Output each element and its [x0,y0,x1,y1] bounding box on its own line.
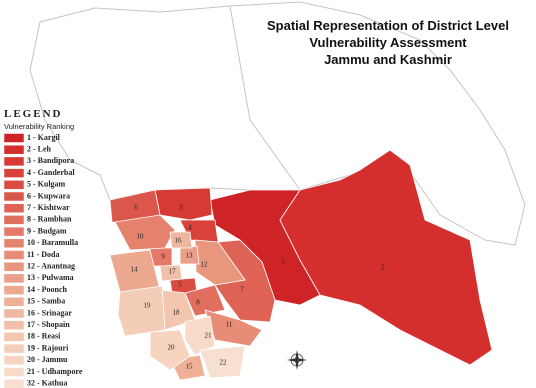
legend-label: 9 - Budgam [27,226,67,235]
district-label: 13 [186,252,194,260]
district [159,264,183,282]
legend-swatch [3,215,25,225]
district-label: 2 [381,264,385,272]
districts [109,149,493,381]
legend-label: 17 - Shopain [27,320,70,329]
district-label: 11 [226,321,233,329]
territory-outline [29,1,526,246]
legend-swatch [3,285,25,295]
legend-swatch [3,355,25,366]
legend-swatch [3,133,25,143]
district-label: 17 [169,268,177,276]
legend-label: 10 - Baramulla [27,238,78,247]
district [184,284,226,317]
legend-label: 5 - Kulgam [27,180,66,189]
district [154,187,213,221]
legend-swatch [3,203,25,213]
district-label: 4 [188,224,192,232]
legend-label: 18 - Reasi [27,332,61,341]
district-label: 19 [144,302,152,310]
legend-swatch [3,320,25,330]
legend-swatch [3,343,25,354]
legend-subtitle: Vulnerability Ranking [4,122,74,131]
district [149,329,191,371]
legend-label: 19 - Rajouri [27,343,69,352]
legend-label: 7 - Kishtwar [27,203,70,212]
legend-label: 4 - Ganderbal [27,168,75,177]
legend-label: 20 - Jammu [27,355,68,364]
district-label: 10 [137,233,145,241]
legend-label: 12 - Anantnag [27,262,75,271]
district [169,231,193,249]
legend-label: 16 - Srinagar [27,308,72,317]
legend-label: 21 - Udhampore [27,367,83,376]
district-label: 9 [161,253,165,261]
legend-label: 3 - Bandipora [27,156,74,165]
map-title: Vulnerability Assessment [309,35,467,50]
legend-swatch [3,367,25,377]
legend-swatch [3,332,25,342]
legend-swatch [3,180,25,190]
legend-label: 8 - Rambhan [27,215,72,224]
legend-swatch [3,261,25,272]
boundary-line [249,119,301,191]
district-label: 20 [168,344,176,352]
legend-swatch [3,273,25,284]
map-title: Spatial Representation of District Level [267,18,509,33]
district [209,189,321,306]
district-label: 15 [186,363,194,371]
legend-swatch [3,168,25,178]
legend-swatch [3,378,25,388]
district-label: 14 [131,266,139,274]
legend-title: LEGEND [4,108,62,120]
district-label: 8 [196,299,200,307]
legend-swatch [3,191,25,202]
legend-label: 11 - Doda [27,250,59,259]
legend-label: 32 - Kathua [27,379,67,388]
district-label: 1 [281,258,285,266]
legend-swatch [3,144,25,155]
legend-label: 15 - Samba [27,297,65,306]
district-label: 22 [220,359,228,367]
district [194,239,246,286]
boundary-line [229,5,251,121]
district-label: 21 [205,332,213,340]
legend-swatch [3,308,25,319]
district-label: 6 [134,204,138,212]
district [114,214,176,251]
legend-label: 13 - Pulwama [27,273,74,282]
legend-label: 6 - Kupwara [27,191,70,200]
legend-swatch [3,226,25,237]
compass [287,350,307,370]
legend-label: 1 - Kargil [27,133,61,142]
district [279,149,493,366]
district-label: 5 [178,281,182,289]
legend-swatch [3,250,25,260]
district-label: 3 [179,204,183,212]
district [199,345,246,379]
legend-label: 2 - Leh [27,145,52,154]
district [117,285,166,337]
legend-label: 14 - Poonch [27,285,68,294]
district-label: 12 [201,261,209,269]
legend-swatch [3,297,25,307]
district-label: 18 [173,309,181,317]
map-title: Jammu and Kashmir [324,52,452,67]
district-label: 7 [240,286,244,294]
district-label: 16 [175,237,183,245]
legend-swatch [3,238,25,249]
legend-swatch [3,156,25,167]
